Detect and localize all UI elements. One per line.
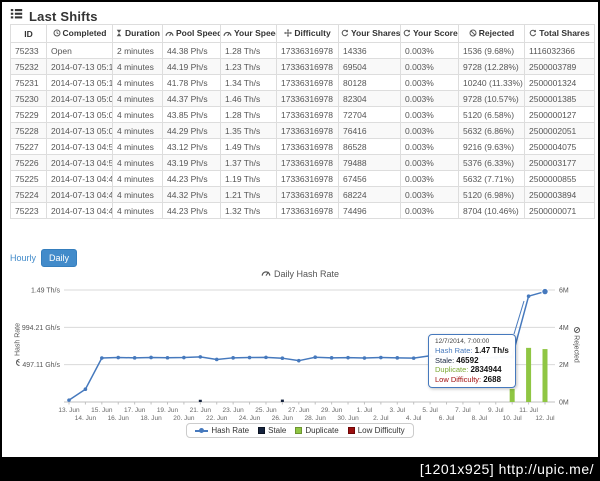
svg-text:20. Jun: 20. Jun — [173, 415, 195, 422]
svg-text:1. Jul: 1. Jul — [357, 407, 373, 414]
svg-text:21. Jun: 21. Jun — [190, 407, 212, 414]
col-total-shares[interactable]: Total Shares — [524, 24, 595, 43]
svg-text:994.21 Gh/s: 994.21 Gh/s — [22, 325, 61, 332]
col-your-score[interactable]: Your Score — [400, 24, 459, 43]
svg-text:497.11 Gh/s: 497.11 Gh/s — [22, 362, 60, 369]
svg-text:19. Jun: 19. Jun — [157, 407, 179, 414]
svg-text:1.49 Th/s: 1.49 Th/s — [31, 288, 61, 295]
table-row: 75233 Open 2 minutes 44.38 Ph/s 1.28 Th/s 173… — [10, 42, 595, 59]
svg-text:6M: 6M — [559, 288, 569, 295]
chart-legend: Hash Rate Stale Duplicate Low Difficulty — [2, 423, 598, 438]
duplicate-swatch — [295, 427, 303, 434]
page-header: Last Shifts — [10, 7, 98, 25]
svg-text:26. Jun: 26. Jun — [272, 415, 294, 422]
col-difficulty[interactable]: Difficulty — [276, 24, 339, 43]
clock-icon — [53, 29, 61, 39]
col-id[interactable]: ID — [10, 24, 47, 43]
gauge-icon — [14, 358, 23, 366]
chart-title: Daily Hash Rate — [2, 268, 598, 279]
svg-text:3. Jul: 3. Jul — [390, 407, 406, 414]
gauge-icon — [165, 29, 174, 39]
col-completed[interactable]: Completed — [46, 24, 113, 43]
tab-hourly[interactable]: Hourly — [10, 253, 37, 263]
svg-text:25. Jun: 25. Jun — [255, 407, 277, 414]
legend-item-stale[interactable]: Stale — [258, 426, 286, 435]
gauge-icon — [261, 268, 271, 279]
svg-text:5. Jul: 5. Jul — [422, 407, 438, 414]
list-icon — [10, 7, 23, 25]
svg-text:22. Jun: 22. Jun — [206, 415, 228, 422]
svg-text:11. Jul: 11. Jul — [519, 407, 538, 414]
svg-text:9. Jul: 9. Jul — [488, 407, 504, 414]
svg-text:7. Jul: 7. Jul — [455, 407, 471, 414]
tooltip-date: 12/7/2014, 7:00:00 — [435, 338, 490, 345]
svg-text:24. Jun: 24. Jun — [239, 415, 261, 422]
y-axis-left-title: Hash Rate — [14, 305, 23, 385]
svg-text:28. Jun: 28. Jun — [305, 415, 327, 422]
svg-text:2M: 2M — [559, 362, 569, 369]
svg-text:14. Jun: 14. Jun — [75, 415, 97, 422]
svg-text:4. Jul: 4. Jul — [406, 415, 422, 422]
watermark: [1201x925] http://upic.me/ — [0, 457, 600, 481]
low-difficulty-swatch — [347, 427, 355, 434]
svg-text:10. Jul: 10. Jul — [503, 415, 523, 422]
gauge-icon — [223, 29, 232, 39]
svg-text:13. Jun: 13. Jun — [58, 407, 80, 414]
col-pool-speed[interactable]: Pool Speed — [162, 24, 221, 43]
table-header-row: ID Completed Duration Pool Speed Your Sp… — [10, 24, 595, 43]
col-duration[interactable]: Duration — [112, 24, 163, 43]
chart-plot-area[interactable]: 1.49 Th/s 994.21 Gh/s 497.11 Gh/s 6M 4M 2M 0M 1… — [2, 268, 598, 454]
col-your-speed[interactable]: Your Speed — [220, 24, 277, 43]
svg-text:12. Jul: 12. Jul — [535, 415, 555, 422]
stale-swatch — [258, 427, 266, 434]
svg-text:2. Jul: 2. Jul — [373, 415, 389, 422]
arrows-icon — [284, 29, 293, 39]
legend-item-hash-rate[interactable]: Hash Rate — [195, 426, 249, 435]
svg-text:4M: 4M — [559, 325, 569, 332]
svg-text:23. Jun: 23. Jun — [222, 407, 244, 414]
y-axis-right-title: Rejected — [572, 305, 581, 385]
refresh-icon — [529, 29, 537, 39]
svg-text:16. Jun: 16. Jun — [108, 415, 130, 422]
hash-rate-swatch — [195, 427, 209, 433]
col-your-shares[interactable]: Your Shares — [338, 24, 401, 43]
last-shifts-table: ID Completed Duration Pool Speed Your Sp… — [10, 24, 595, 219]
svg-text:30. Jun: 30. Jun — [337, 415, 359, 422]
page: Last Shifts ID Completed Duration Pool S… — [2, 2, 598, 457]
hourglass-icon — [115, 29, 123, 39]
svg-text:27. Jun: 27. Jun — [288, 407, 310, 414]
legend-item-duplicate[interactable]: Duplicate — [295, 426, 339, 435]
chart-tooltip: 12/7/2014, 7:00:00 Hash Rate: 1.47 Th/s … — [428, 334, 516, 388]
legend-item-low-difficulty[interactable]: Low Difficulty — [347, 426, 405, 435]
refresh-icon — [403, 29, 411, 39]
svg-text:17. Jun: 17. Jun — [124, 407, 146, 414]
svg-text:29. Jun: 29. Jun — [321, 407, 343, 414]
svg-text:18. Jun: 18. Jun — [140, 415, 162, 422]
daily-hash-rate-chart[interactable]: Daily Hash Rate 1.49 Th/s 994.21 Gh/s 497.… — [2, 268, 598, 454]
ban-icon — [469, 29, 477, 39]
page-title: Last Shifts — [29, 8, 98, 24]
interval-toggle: Hourly Daily — [10, 249, 78, 267]
svg-text:8. Jul: 8. Jul — [472, 415, 488, 422]
tab-daily[interactable]: Daily — [41, 249, 78, 267]
svg-text:6. Jul: 6. Jul — [439, 415, 455, 422]
ban-icon — [572, 326, 581, 333]
svg-text:0M: 0M — [559, 400, 569, 407]
col-rejected[interactable]: Rejected — [458, 24, 525, 43]
svg-text:15. Jun: 15. Jun — [91, 407, 113, 414]
shifts-table-body: 75233 Open 2 minutes 44.38 Ph/s 1.28 Th/s 173… — [10, 42, 595, 219]
refresh-icon — [341, 29, 349, 39]
